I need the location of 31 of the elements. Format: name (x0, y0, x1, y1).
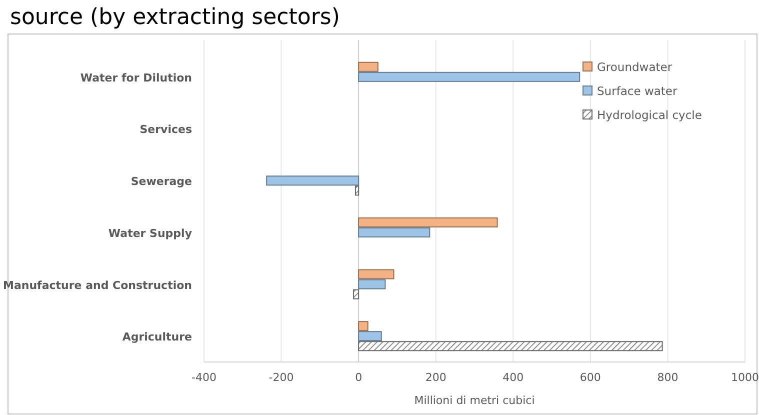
bar (358, 72, 580, 82)
x-tick-label: 200 (425, 371, 446, 384)
y-tick-label: Water for Dilution (80, 71, 192, 84)
x-tick-label: 1000 (731, 371, 759, 384)
bar (358, 227, 430, 238)
legend-label: Hydrological cycle (597, 108, 702, 122)
x-tick-label: 600 (580, 371, 601, 384)
bar (353, 289, 360, 300)
y-tick-label: Sewerage (130, 175, 192, 188)
x-tick-label: 800 (657, 371, 678, 384)
bar (266, 176, 360, 186)
bar (358, 321, 368, 332)
y-tick-label: Agriculture (122, 330, 192, 344)
x-tick-label: -200 (268, 371, 294, 384)
bar (354, 186, 360, 196)
legend-label: Surface water (597, 84, 678, 98)
x-tick-label: 0 (355, 371, 362, 384)
legend-label: Groundwater (597, 60, 672, 74)
y-tick-label: Services (140, 123, 192, 136)
y-tick-label: Manufacture and Construction (3, 278, 192, 292)
x-tick-label: 400 (502, 371, 524, 384)
bar (358, 217, 498, 228)
y-tick-label: Water Supply (108, 226, 192, 240)
x-tick-label: -400 (192, 371, 216, 384)
chart-title: source (by extracting sectors) (10, 5, 340, 30)
x-axis-title: Millioni di metri cubici (414, 394, 535, 407)
bar (358, 62, 378, 72)
bar (358, 341, 663, 352)
bar (358, 331, 382, 342)
bar (358, 269, 394, 280)
bar (358, 279, 386, 290)
